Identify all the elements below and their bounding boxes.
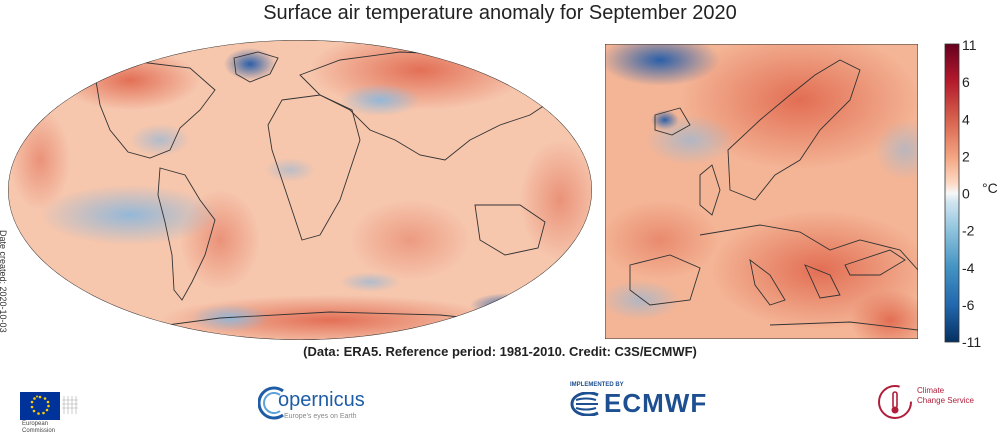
ecmwf-implemented-by: IMPLEMENTED BY <box>570 382 624 388</box>
colorbar-tick-label: -2 <box>962 223 975 239</box>
colorbar-tick-label: -6 <box>962 297 975 313</box>
colorbar-tick-label: 4 <box>962 111 970 127</box>
eu-commission-logo: European <box>20 380 80 430</box>
c3s-line1: Climate <box>917 386 945 395</box>
copernicus-logo: opernicus Europe's eyes on Earth <box>258 385 388 425</box>
date-created: Date created: 2020-10-03 <box>0 230 8 333</box>
eu-label-line2: Commission <box>22 428 56 434</box>
copernicus-name: opernicus <box>278 389 365 411</box>
credit-line: (Data: ERA5. Reference period: 1981-2010… <box>303 344 697 359</box>
c3s-logo: Climate Change Service <box>875 380 995 425</box>
copernicus-tagline: Europe's eyes on Earth <box>284 413 357 420</box>
ecmwf-logo: IMPLEMENTED BY ECMWF <box>568 382 738 422</box>
colorbar-tick-label: 6 <box>962 74 970 90</box>
global-map <box>8 40 592 340</box>
colorbar-tick-label: -11 <box>962 334 981 350</box>
colorbar: 11 6 4 2 0 -2 -4 -6 -11 °C <box>944 37 998 350</box>
colorbar-tick-label: 2 <box>962 148 970 164</box>
map-title: Surface air temperature anomaly for Sept… <box>263 2 737 24</box>
colorbar-unit: °C <box>982 180 998 196</box>
ecmwf-name: ECMWF <box>604 388 708 418</box>
colorbar-tick-label: 0 <box>962 186 970 202</box>
colorbar-tick-label: -4 <box>962 260 975 276</box>
europe-map <box>605 44 918 339</box>
colorbar-tick-label: 11 <box>962 37 977 53</box>
c3s-line2: Change Service <box>917 396 974 405</box>
europe-coastlines <box>629 59 918 331</box>
